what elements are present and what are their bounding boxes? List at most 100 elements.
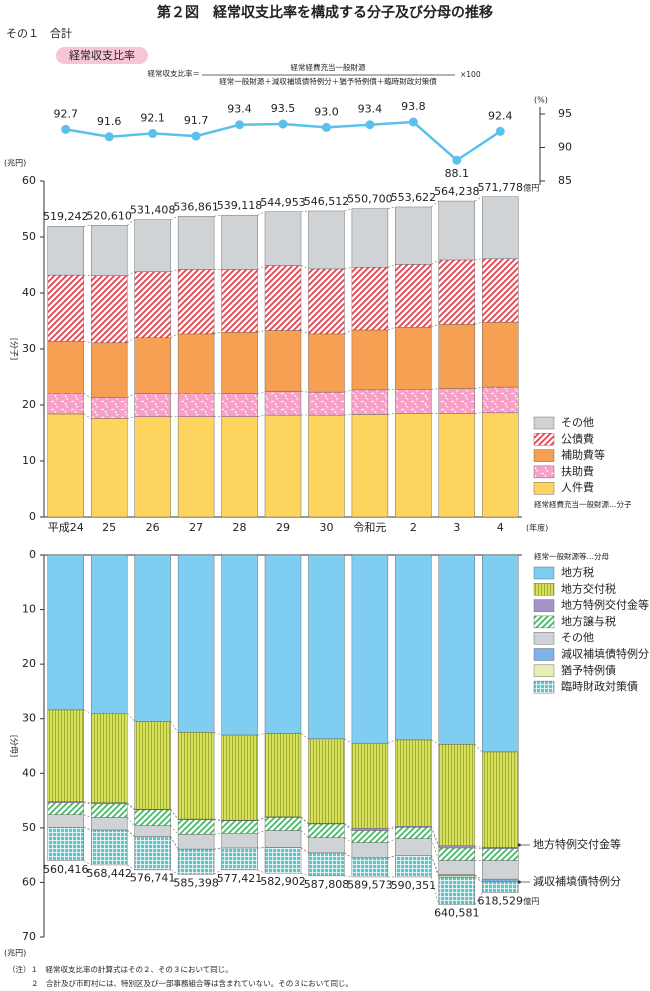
bar-segment bbox=[90, 275, 128, 344]
connector bbox=[300, 733, 309, 740]
total-label: 587,808 bbox=[304, 878, 350, 891]
connector bbox=[214, 847, 222, 850]
connector bbox=[83, 814, 92, 818]
bar-segment bbox=[47, 554, 84, 711]
connector bbox=[300, 330, 309, 335]
legend-swatch bbox=[533, 583, 555, 596]
connector bbox=[257, 817, 266, 822]
connector bbox=[126, 219, 135, 226]
connector bbox=[431, 739, 439, 745]
legend-label: 地方特例交付金等 bbox=[561, 598, 649, 612]
bar-segment bbox=[177, 333, 215, 394]
formula-right: ×100 bbox=[460, 70, 481, 79]
bar-segment bbox=[90, 397, 128, 419]
connector bbox=[257, 391, 266, 395]
bar-segment bbox=[177, 269, 215, 335]
bar-segment bbox=[438, 847, 476, 861]
y-axis-label: (%) bbox=[534, 96, 548, 105]
bar-segment bbox=[221, 416, 258, 518]
x-tick-label: 28 bbox=[233, 521, 247, 534]
connector bbox=[214, 832, 222, 835]
value-label: 93.0 bbox=[314, 105, 339, 118]
point bbox=[321, 122, 331, 132]
connector bbox=[83, 826, 92, 831]
legend-label: 地方交付税 bbox=[561, 581, 616, 595]
connector bbox=[300, 817, 309, 825]
bar-segment bbox=[395, 326, 432, 390]
connector bbox=[431, 388, 439, 390]
connector bbox=[213, 732, 222, 736]
bar-segment bbox=[482, 878, 519, 883]
legend-label: 地方譲与税 bbox=[561, 614, 616, 628]
bar-segment bbox=[351, 828, 389, 831]
bar-segment bbox=[438, 877, 476, 906]
connector bbox=[257, 265, 266, 270]
x-tick-label: 25 bbox=[102, 521, 116, 534]
x-tick-label: 30 bbox=[319, 521, 333, 534]
y-tick-label: 0 bbox=[29, 510, 36, 523]
bar-segment bbox=[438, 324, 476, 389]
legend-swatch bbox=[533, 615, 555, 629]
value-label: 93.4 bbox=[227, 103, 252, 116]
bar-segment bbox=[482, 386, 519, 414]
legend-label: 人件費 bbox=[561, 480, 594, 494]
formula-numerator: 経常経費充当一般財源 bbox=[291, 62, 366, 72]
connector bbox=[300, 872, 309, 877]
total-label: 640,581 bbox=[434, 907, 480, 920]
bar-segment bbox=[221, 393, 258, 417]
bar-segment bbox=[221, 734, 258, 821]
bar-segment bbox=[47, 226, 84, 276]
bar-segment bbox=[134, 271, 171, 339]
point bbox=[408, 117, 418, 127]
y-tick-label: 95 bbox=[558, 107, 572, 120]
bar-segment bbox=[482, 258, 519, 323]
total-label: 571,778 bbox=[478, 181, 524, 194]
connector bbox=[83, 802, 92, 805]
connector bbox=[387, 206, 396, 209]
connector bbox=[387, 825, 396, 829]
x-tick-label: 26 bbox=[146, 521, 160, 534]
connector bbox=[127, 393, 135, 399]
bar-segment bbox=[134, 809, 171, 826]
bar-segment bbox=[134, 219, 171, 272]
connector bbox=[170, 836, 179, 850]
legend-label: 補助費等 bbox=[561, 448, 605, 462]
bar-segment bbox=[134, 836, 171, 871]
bar-segment bbox=[482, 412, 519, 518]
connector bbox=[474, 196, 483, 202]
bar-segment bbox=[90, 342, 128, 398]
bar-segment bbox=[264, 265, 302, 331]
bar-segment bbox=[177, 848, 215, 875]
bar-segment bbox=[308, 554, 345, 740]
connector bbox=[431, 200, 440, 208]
bar-segment bbox=[90, 418, 128, 518]
y-axis-title: [分母] bbox=[10, 735, 19, 757]
bar-segment bbox=[438, 200, 476, 261]
bar-segment bbox=[221, 332, 258, 395]
bar-segment bbox=[438, 388, 476, 414]
connector bbox=[170, 721, 179, 733]
bar-segment bbox=[482, 848, 519, 861]
bar-segment bbox=[134, 825, 171, 837]
legend-note: 経常一般財源等…分母 bbox=[534, 551, 609, 561]
legend-swatch bbox=[533, 433, 555, 446]
annotation-dot bbox=[517, 843, 521, 847]
connector bbox=[344, 266, 352, 270]
annotation: 地方特例交付金等 bbox=[533, 837, 621, 851]
legend-swatch bbox=[533, 566, 555, 580]
legend-swatch bbox=[533, 416, 555, 430]
connector bbox=[83, 224, 92, 227]
connector bbox=[127, 271, 135, 276]
point bbox=[452, 155, 462, 165]
bar-segment bbox=[221, 554, 258, 736]
bar-segment bbox=[221, 820, 258, 834]
connector bbox=[300, 210, 309, 213]
legend-swatch bbox=[533, 648, 555, 661]
connector bbox=[126, 803, 135, 811]
bar-segment bbox=[264, 211, 302, 266]
legend-label: その他 bbox=[561, 416, 594, 429]
bar-segment bbox=[264, 733, 302, 818]
total-label: 618,529 bbox=[478, 895, 524, 908]
bar-segment bbox=[351, 208, 389, 268]
